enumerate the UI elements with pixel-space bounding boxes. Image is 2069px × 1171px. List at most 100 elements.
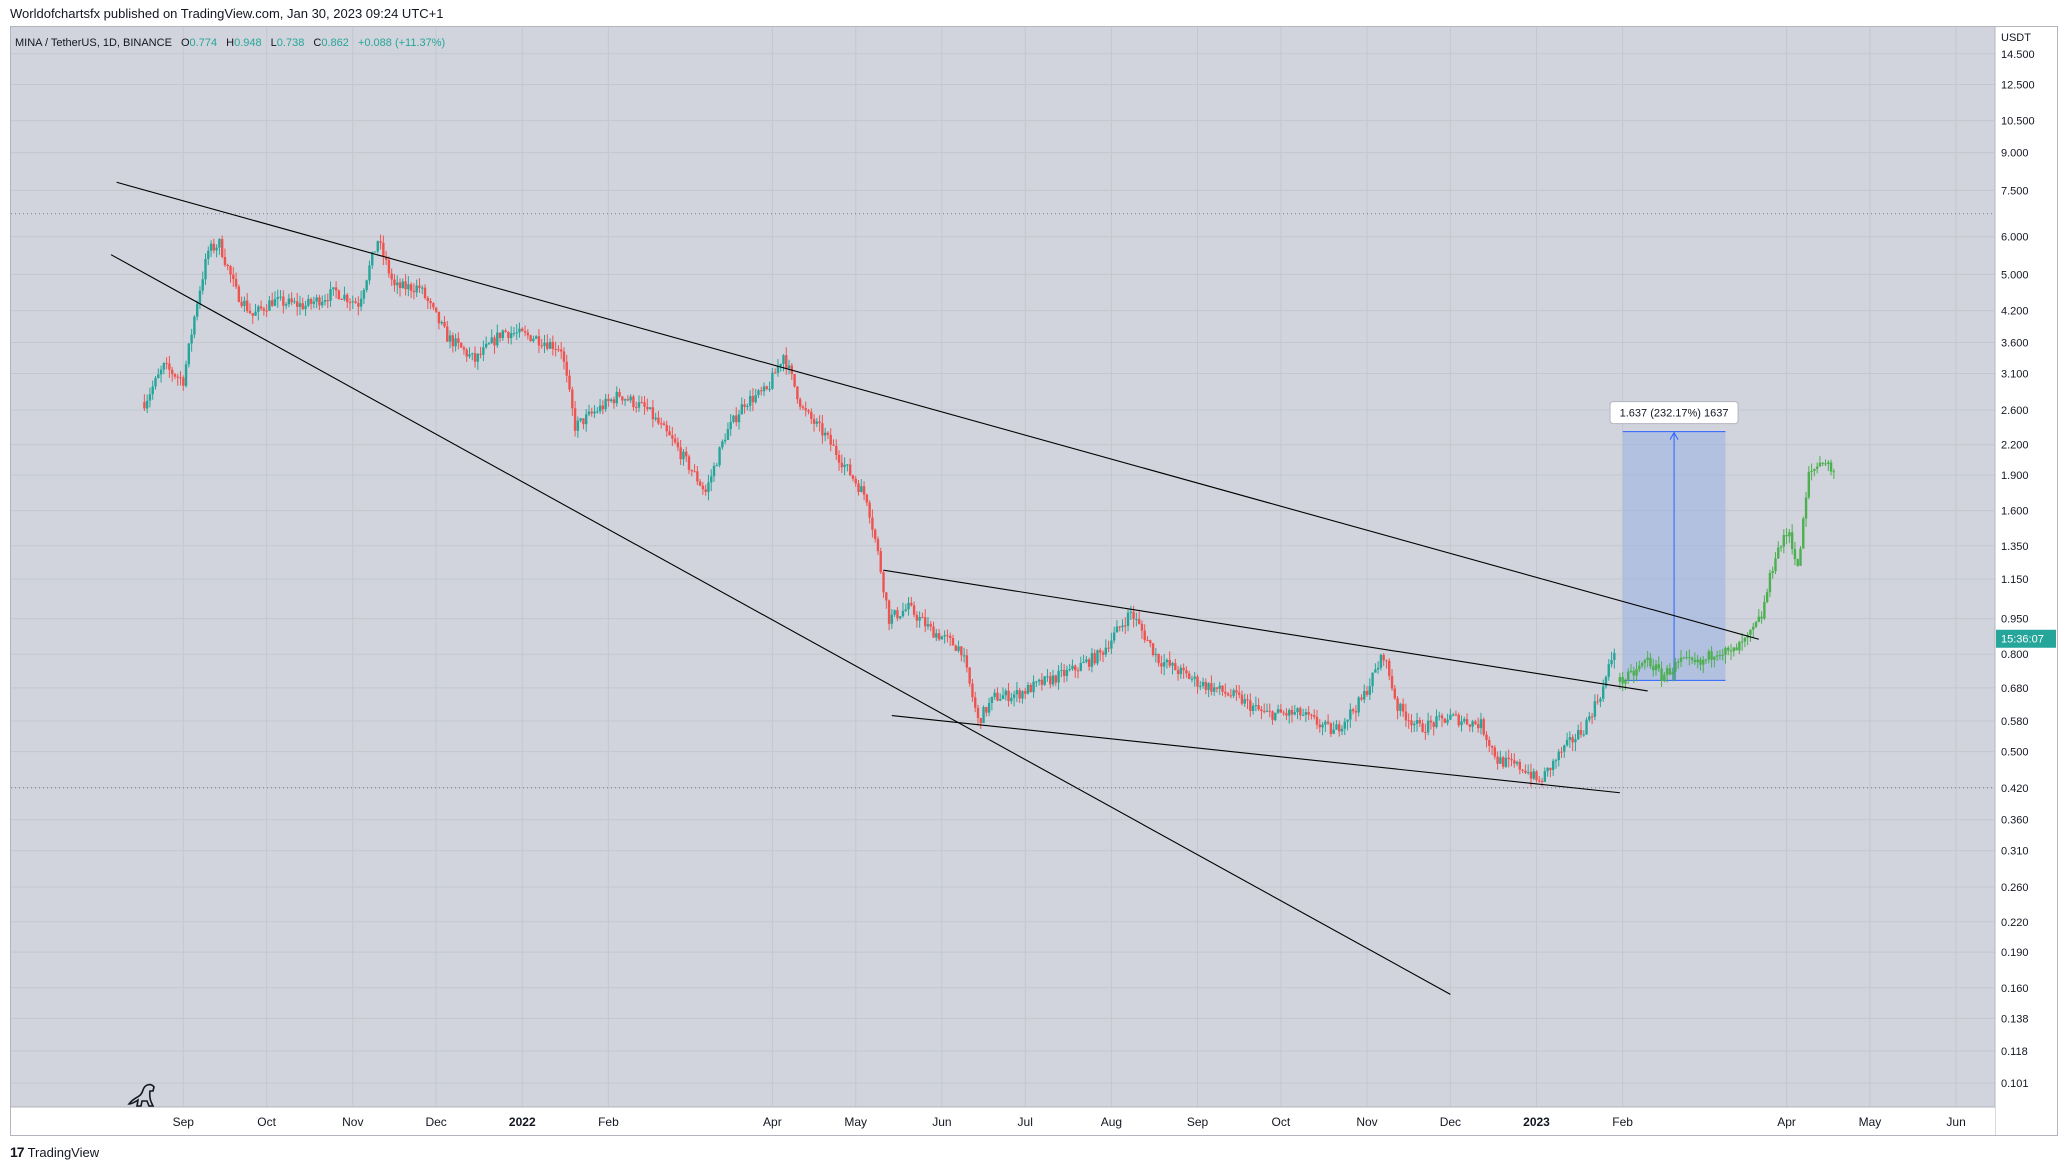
candle (1237, 685, 1241, 699)
candle (1101, 650, 1105, 663)
candle-body (807, 410, 810, 412)
candle-body (654, 417, 657, 420)
projection-candle (1777, 541, 1780, 560)
candle-body (198, 290, 202, 304)
candle (1399, 702, 1402, 717)
projection-candle-body (1646, 657, 1649, 661)
candle-body (1212, 687, 1216, 692)
projection-candle-body (1732, 647, 1736, 652)
candle (193, 315, 196, 339)
projection-candle (1724, 646, 1727, 664)
projection-candle (1752, 622, 1755, 639)
projection-candle (1824, 459, 1827, 467)
y-tick-label: 6.000 (2001, 232, 2029, 244)
candle (1340, 725, 1344, 736)
candle-body (1068, 669, 1071, 671)
candle-body (732, 415, 735, 422)
candle-body (1185, 670, 1188, 674)
candle (729, 414, 732, 436)
candle (304, 300, 307, 316)
candle-body (493, 337, 496, 346)
candle (829, 428, 832, 452)
candle-body (1454, 714, 1458, 716)
candle (840, 454, 844, 474)
candle-body (985, 707, 988, 713)
candle (621, 396, 624, 405)
candle-body (176, 376, 179, 378)
projection-candle-body (1829, 462, 1833, 472)
candle-body (1510, 758, 1513, 761)
legend-symbol: MINA / TetherUS, 1D, BINANCE (15, 37, 172, 49)
candle-body (384, 256, 388, 260)
candle (860, 479, 863, 493)
candle-body (715, 465, 718, 467)
candle (393, 274, 396, 292)
candle-body (187, 343, 191, 365)
candle (782, 354, 785, 372)
candle (654, 412, 657, 422)
candle-body (398, 282, 402, 289)
candle (1607, 659, 1610, 681)
candle (362, 288, 366, 304)
candle-body (787, 365, 791, 369)
candle (1221, 685, 1224, 696)
candle-body (154, 378, 157, 387)
chart-frame[interactable]: 1.637 (232.17%) 1637 USDT 14.500 12.500 10.… (10, 26, 2058, 1136)
candle (748, 390, 752, 412)
candle (1404, 703, 1408, 728)
candle (743, 399, 746, 414)
candle-body (607, 398, 610, 402)
candle-body (1221, 685, 1224, 692)
candle (615, 386, 618, 407)
candle-body (1357, 697, 1360, 713)
candle (401, 278, 404, 289)
projection-candle (1768, 569, 1772, 598)
candle-body (568, 375, 571, 390)
candle (1110, 632, 1113, 655)
candle (1382, 653, 1385, 666)
candle (1446, 713, 1449, 726)
projection-candle-body (1765, 592, 1769, 602)
candle (1326, 714, 1330, 725)
candle (893, 609, 896, 617)
candle (821, 415, 824, 444)
candle (1454, 710, 1458, 717)
candle (1051, 669, 1055, 687)
candle-body (204, 258, 207, 280)
candle-body (362, 289, 366, 299)
candle-body (373, 251, 377, 253)
projection-candle (1821, 462, 1824, 467)
candle-body (312, 301, 316, 304)
candle (865, 493, 869, 507)
projection-candle-body (1804, 497, 1808, 519)
candle-body (343, 294, 346, 300)
candle-body (785, 355, 788, 369)
candle-body (1513, 760, 1516, 764)
candle (490, 329, 493, 344)
candle (195, 300, 199, 321)
y-tick-label: 0.680 (2001, 683, 2029, 695)
candle-body (1376, 667, 1380, 670)
candle-body (707, 482, 710, 492)
candle-body (401, 281, 404, 289)
candle-body (523, 331, 527, 333)
x-tick-label: 2022 (509, 1115, 536, 1129)
candle (496, 324, 499, 348)
candle (454, 333, 457, 352)
y-tick-label: 0.118 (2001, 1046, 2028, 1058)
footer-brand[interactable]: 17 TradingView (10, 1144, 99, 1160)
candle-body (929, 624, 932, 627)
candle (190, 328, 193, 352)
candle-body (1446, 719, 1449, 723)
candle-body (1121, 625, 1124, 628)
projection-candle-body (1807, 471, 1811, 498)
candle (429, 298, 432, 310)
candle-body (621, 396, 624, 401)
price-chart[interactable]: 1.637 (232.17%) 1637 USDT 14.500 12.500 10.… (11, 27, 2057, 1135)
candle (1257, 698, 1260, 712)
projection-candle-body (1688, 657, 1691, 659)
projection-candle-body (1621, 677, 1624, 684)
candle-body (1054, 675, 1057, 683)
candle (768, 381, 771, 392)
candle (1488, 736, 1491, 753)
